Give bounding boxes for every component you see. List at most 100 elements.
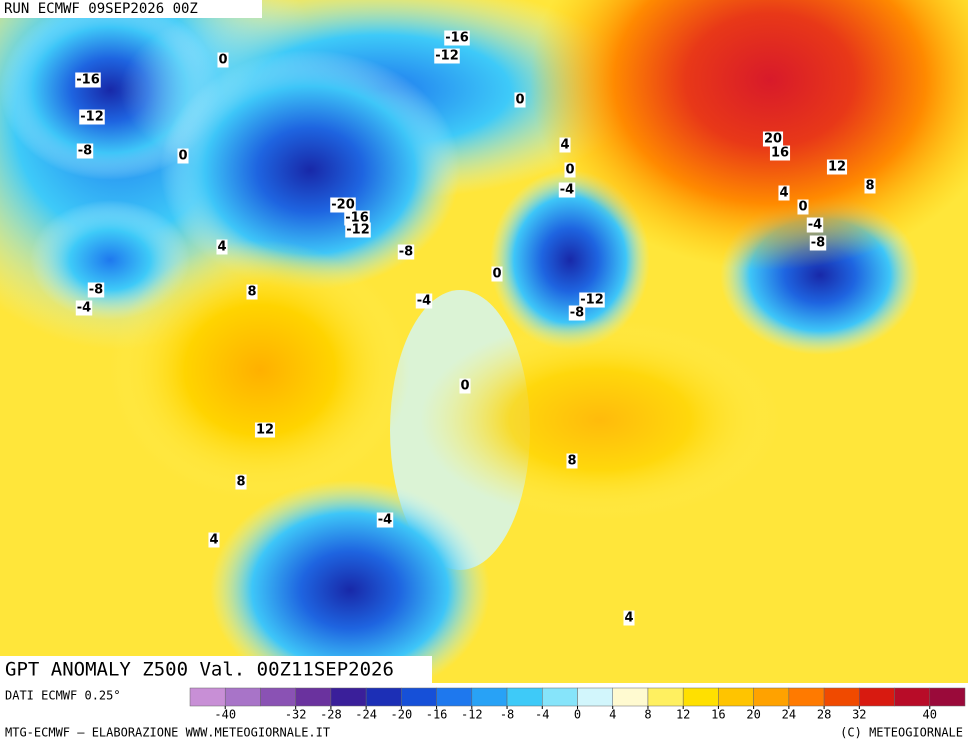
contour-label-box xyxy=(246,284,258,300)
colorbar-swatch xyxy=(612,687,649,707)
title-box xyxy=(0,656,432,683)
contour-label-box xyxy=(177,148,189,164)
colorbar-swatch xyxy=(647,687,684,707)
contour-label: -12 xyxy=(580,293,604,308)
colorbar-tick-label: 16 xyxy=(711,708,725,722)
contour-label-box xyxy=(235,474,247,490)
colorbar-tick-label: 32 xyxy=(852,708,866,722)
contour-label-box xyxy=(444,30,470,46)
colorbar-tick-label: 0 xyxy=(574,708,581,722)
contour-label: 0 xyxy=(460,379,469,394)
contour-label-box xyxy=(217,52,229,68)
colorbar-tick-label: 40 xyxy=(923,708,937,722)
colorbar-tick-label: -20 xyxy=(391,708,413,722)
contour-label-box xyxy=(216,239,228,255)
contour-label-box xyxy=(76,143,94,159)
colorbar-swatch xyxy=(330,687,367,707)
contour-label: 4 xyxy=(560,138,569,153)
run-label: RUN ECMWF 09SEP2026 00Z xyxy=(4,1,198,17)
map xyxy=(0,0,968,700)
contour-label: 0 xyxy=(492,267,501,282)
colorbar-swatch xyxy=(260,687,296,707)
contour-label-box xyxy=(75,72,101,88)
contour-label: -8 xyxy=(399,245,413,260)
colorbar-tick-label: -24 xyxy=(355,708,377,722)
colorbar-swatch xyxy=(295,687,332,707)
colorbar-swatch xyxy=(189,687,226,707)
contour-label-box xyxy=(623,610,635,626)
contour-label: 0 xyxy=(218,53,227,68)
contour-label-box xyxy=(491,266,503,282)
colorbar-swatch xyxy=(542,687,578,707)
colorbar-tick-label: -8 xyxy=(500,708,514,722)
contour-label: -8 xyxy=(570,306,584,321)
colorbar-tick-label: -16 xyxy=(426,708,448,722)
contour-label-box xyxy=(579,292,605,308)
colorbar-swatch xyxy=(823,687,860,707)
contour-label-box xyxy=(254,422,276,438)
contour-label: 0 xyxy=(178,149,187,164)
contour-label: 0 xyxy=(798,200,807,215)
colorbar-swatch xyxy=(929,687,966,707)
contour-label-box xyxy=(344,210,370,226)
contour-label-box xyxy=(434,48,460,64)
colorbar-swatch xyxy=(894,687,931,707)
contour-label: -4 xyxy=(808,218,822,233)
contour-label: -4 xyxy=(378,513,392,528)
contour-label: 12 xyxy=(828,160,846,175)
contour-label: 12 xyxy=(256,423,274,438)
contour-label: -16 xyxy=(76,73,100,88)
field xyxy=(210,480,490,700)
colorbar-tick-label: 4 xyxy=(609,708,616,722)
contour-label: 8 xyxy=(247,285,256,300)
colorbar-tick-label: 12 xyxy=(676,708,690,722)
colorbar-swatch xyxy=(859,687,895,707)
contour-label-box xyxy=(559,137,571,153)
contour-label: -4 xyxy=(560,183,574,198)
contour-label: 8 xyxy=(236,475,245,490)
field xyxy=(530,0,968,270)
contour-label: 4 xyxy=(217,240,226,255)
contour-label: 8 xyxy=(865,179,874,194)
colorbar-tick-label: -40 xyxy=(214,708,236,722)
contour-label: 16 xyxy=(771,146,789,161)
colorbar-swatch xyxy=(436,687,473,707)
contour-label-box xyxy=(87,282,105,298)
colorbar-swatch xyxy=(401,687,437,707)
field xyxy=(420,320,780,520)
colorbar-swatch xyxy=(224,687,261,707)
contour-label: -12 xyxy=(80,110,104,125)
contour-label-box xyxy=(568,305,586,321)
contour-label: -8 xyxy=(78,144,92,159)
contour-label: 0 xyxy=(515,93,524,108)
contour-label-box xyxy=(864,178,876,194)
contour-label-box xyxy=(564,162,576,178)
colorbar-tick-label: 24 xyxy=(782,708,796,722)
contour-label: 4 xyxy=(209,533,218,548)
colorbar-swatch xyxy=(577,687,613,707)
contour-label-box xyxy=(514,92,526,108)
colorbar-swatch xyxy=(506,687,543,707)
contour-label: -20 xyxy=(331,198,355,213)
colorbar-swatch xyxy=(718,687,754,707)
contour-label-box xyxy=(778,185,790,201)
contour-label-box xyxy=(558,182,576,198)
contour-label-box xyxy=(806,217,824,233)
contour-label: 4 xyxy=(624,611,633,626)
colorbar-swatch xyxy=(682,687,719,707)
contour-label-box xyxy=(769,145,791,161)
colorbar-swatch xyxy=(365,687,402,707)
contour-label-box xyxy=(459,378,471,394)
colorbar-tick-label: -32 xyxy=(285,708,307,722)
contour-label: 4 xyxy=(779,186,788,201)
contour-label-box xyxy=(826,159,848,175)
contour-label-box xyxy=(809,235,827,251)
contour-label-box xyxy=(75,300,93,316)
contour-label: -4 xyxy=(77,301,91,316)
colorbar-tick-label: 8 xyxy=(644,708,651,722)
contour-label-box xyxy=(397,244,415,260)
colorbar-swatch xyxy=(471,687,508,707)
contour-label-box xyxy=(376,512,394,528)
